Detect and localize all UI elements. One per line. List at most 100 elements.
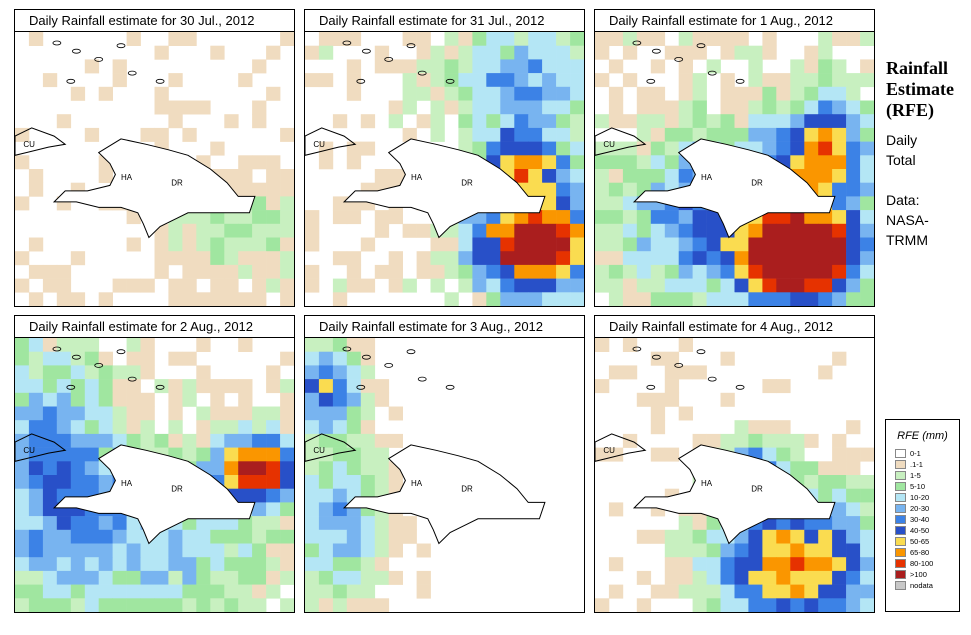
rainfall-cell xyxy=(692,516,707,531)
rainfall-cell xyxy=(542,182,557,197)
rainfall-cell xyxy=(238,433,253,448)
legend-swatch xyxy=(895,537,906,546)
rainfall-cell xyxy=(832,59,847,74)
rainfall-cell xyxy=(318,475,334,489)
rainfall-cell xyxy=(140,598,155,612)
rainfall-cell xyxy=(818,45,833,60)
rainfall-cell xyxy=(762,264,777,279)
rainfall-cell xyxy=(416,73,431,88)
rainfall-cell xyxy=(832,516,847,531)
rainfall-cell xyxy=(168,292,183,306)
rainfall-cell xyxy=(42,584,58,599)
source-line: TRMM xyxy=(886,232,928,248)
rainfall-cell xyxy=(56,598,72,612)
rainfall-cell xyxy=(346,529,362,544)
rainfall-cell xyxy=(266,420,281,435)
rainfall-cell xyxy=(678,32,693,46)
rainfall-cell xyxy=(556,223,571,238)
rainfall-cell xyxy=(832,155,847,170)
rainfall-cell xyxy=(486,73,501,88)
rainfall-cell xyxy=(762,141,777,156)
rainfall-cell xyxy=(196,223,211,238)
rainfall-cell xyxy=(776,100,791,115)
rainfall-cell xyxy=(720,570,735,585)
rainfall-cell xyxy=(804,86,819,101)
rainfall-cell xyxy=(762,32,777,46)
rainfall-cell xyxy=(42,488,58,503)
rainfall-cell xyxy=(252,406,267,421)
rainfall-cell xyxy=(70,543,86,558)
rainfall-cell xyxy=(196,100,211,115)
map-label-cu: CU xyxy=(313,140,325,149)
rainfall-cell xyxy=(818,141,833,156)
rainfall-cell xyxy=(210,223,225,238)
rainfall-cell xyxy=(846,557,861,572)
rainfall-cell xyxy=(305,45,320,60)
island-outline xyxy=(362,48,371,54)
rainfall-cell xyxy=(832,475,847,489)
rainfall-cell xyxy=(790,100,805,115)
rainfall-cell xyxy=(720,292,735,306)
legend-label: 1-5 xyxy=(910,471,921,480)
rainfall-cell xyxy=(860,196,874,211)
rainfall-cell xyxy=(472,32,487,46)
rainfall-cell xyxy=(734,292,749,306)
legend-swatch xyxy=(895,449,906,458)
rainfall-cell xyxy=(846,182,861,197)
rainfall-cell xyxy=(514,292,529,306)
rainfall-cell xyxy=(664,127,680,142)
rainfall-cell xyxy=(210,543,225,558)
rainfall-cell xyxy=(514,169,529,183)
rainfall-cell xyxy=(595,45,610,60)
rainfall-cell xyxy=(692,73,707,88)
rainfall-cell xyxy=(846,100,861,115)
rainfall-cell xyxy=(56,475,72,489)
rainfall-cell xyxy=(790,557,805,572)
rainfall-cell xyxy=(70,338,86,352)
rainfall-cell xyxy=(542,141,557,156)
rainfall-cell xyxy=(332,351,348,366)
rainfall-cell xyxy=(650,100,666,115)
rainfall-cell xyxy=(360,461,376,476)
rainfall-cell xyxy=(416,45,431,60)
rainfall-cell xyxy=(182,127,197,142)
rainfall-cell xyxy=(486,264,501,279)
rainfall-cell xyxy=(280,502,294,517)
rainfall-cell xyxy=(734,584,749,599)
rainfall-cell xyxy=(416,223,431,238)
rainfall-cell xyxy=(636,598,652,612)
rainfall-cell xyxy=(650,447,666,462)
rainfall-cell xyxy=(608,264,624,279)
hispaniola-outline xyxy=(342,444,546,545)
rainfall-cell xyxy=(570,59,584,74)
legend-item: 0-1 xyxy=(895,448,959,459)
rainfall-cell xyxy=(734,278,749,293)
rainfall-cell xyxy=(832,169,847,183)
rainfall-cell xyxy=(860,155,874,170)
rainfall-cell xyxy=(804,251,819,266)
rainfall-cell xyxy=(252,570,267,585)
rainfall-cell xyxy=(346,420,362,435)
rainfall-cell xyxy=(832,86,847,101)
rainfall-cell xyxy=(98,516,113,531)
rainfall-cell xyxy=(360,420,376,435)
rainfall-cell xyxy=(346,379,362,394)
rainfall-cell xyxy=(500,223,515,238)
rainfall-cell xyxy=(346,338,362,352)
rainfall-cell xyxy=(28,557,44,572)
rainfall-cell xyxy=(305,392,320,407)
rainfall-cell xyxy=(318,461,334,476)
rainfall-cell xyxy=(168,237,183,252)
rainfall-cell xyxy=(168,420,183,435)
rainfall-cell xyxy=(622,223,638,238)
rainfall-cell xyxy=(832,557,847,572)
rainfall-cell xyxy=(528,86,543,101)
rainfall-cell xyxy=(210,251,225,266)
rainfall-cell xyxy=(416,114,431,129)
rainfall-cell xyxy=(238,475,253,489)
rainfall-cell xyxy=(168,32,183,46)
rainfall-cell xyxy=(804,584,819,599)
rainfall-cell xyxy=(84,475,100,489)
rainfall-cell xyxy=(28,237,44,252)
rainfall-cell xyxy=(266,502,281,517)
